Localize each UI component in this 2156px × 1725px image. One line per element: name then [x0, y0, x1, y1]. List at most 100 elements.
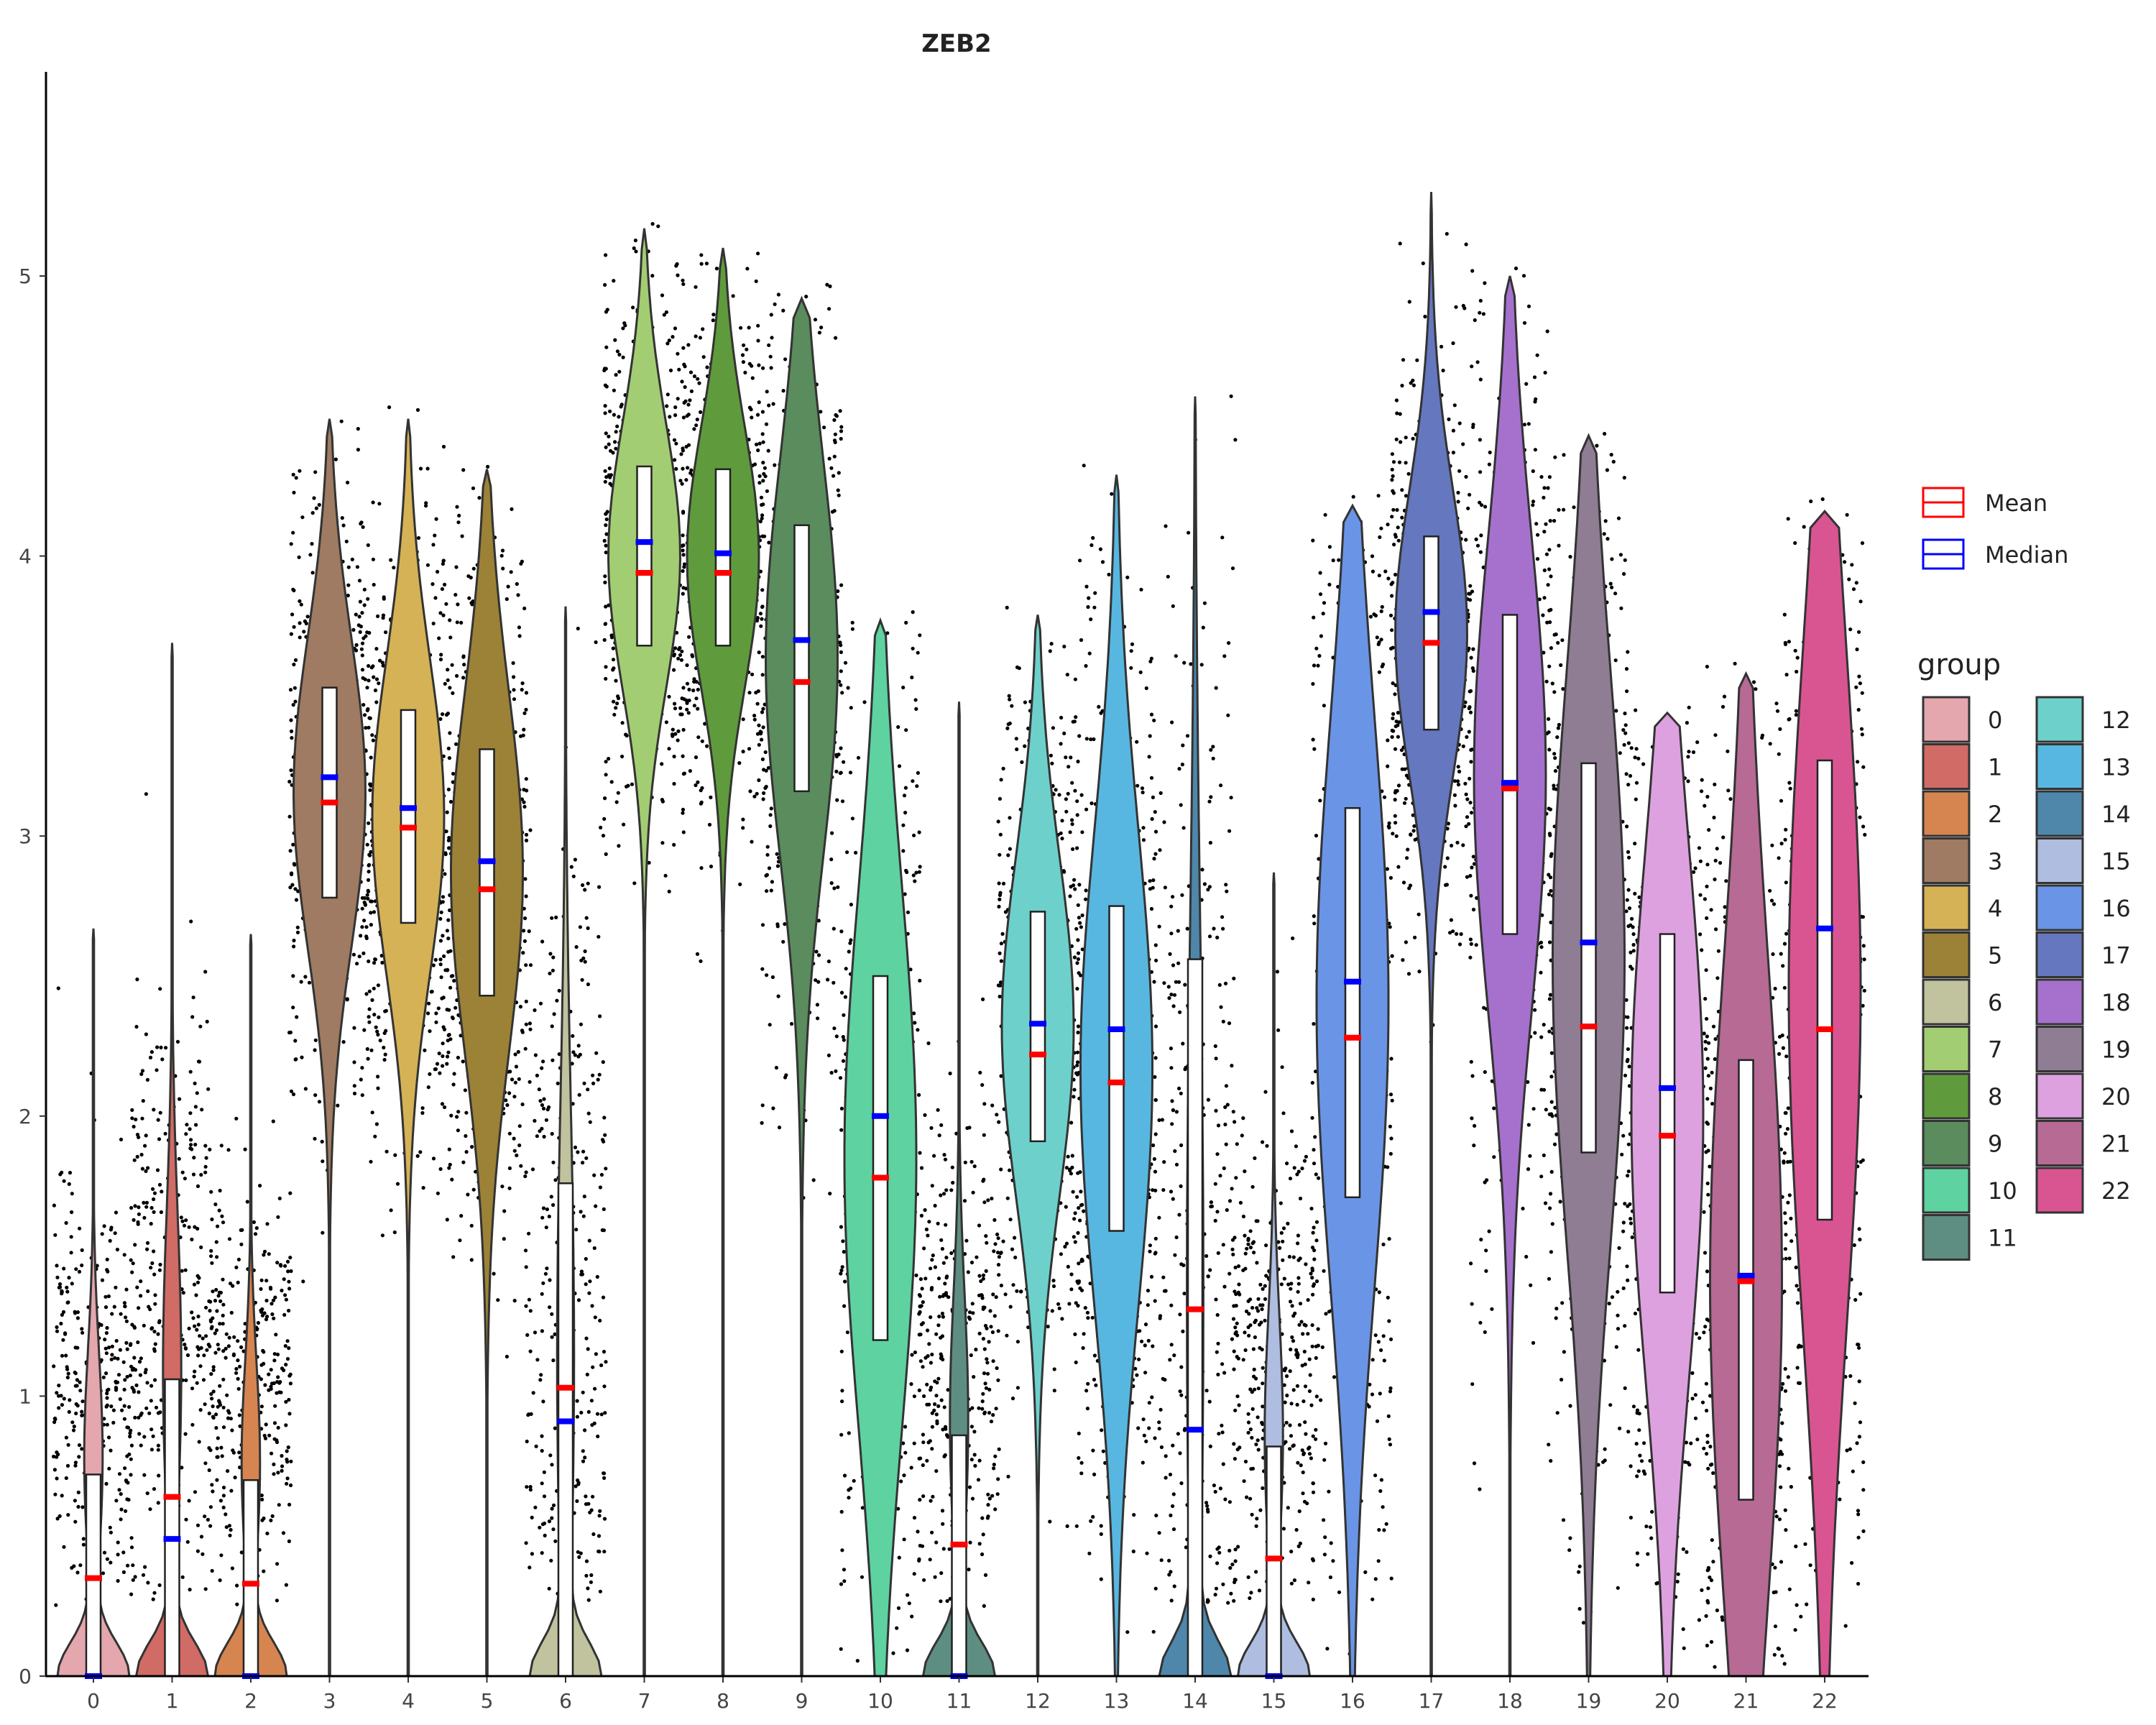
point	[264, 1298, 269, 1303]
point	[685, 701, 689, 705]
point	[542, 1470, 546, 1474]
point	[589, 1573, 594, 1578]
point	[312, 496, 316, 500]
point	[825, 282, 829, 287]
point	[983, 1381, 987, 1386]
point	[524, 1265, 528, 1269]
point	[132, 1218, 136, 1222]
point	[528, 1027, 533, 1031]
point	[282, 1368, 286, 1373]
point	[520, 688, 524, 692]
point	[660, 293, 665, 298]
point	[203, 1144, 208, 1148]
point	[763, 466, 767, 470]
point	[376, 614, 380, 619]
point	[346, 593, 350, 598]
point	[839, 1582, 844, 1586]
point	[450, 1177, 454, 1182]
point	[550, 1312, 554, 1316]
point	[709, 864, 714, 869]
point	[54, 1603, 58, 1607]
point	[749, 408, 753, 412]
point	[238, 1364, 242, 1368]
point	[993, 1454, 998, 1458]
point	[289, 542, 293, 546]
point	[195, 1345, 200, 1349]
point	[842, 1250, 846, 1254]
point	[604, 676, 608, 681]
point	[272, 1352, 277, 1356]
point	[221, 1405, 226, 1409]
point	[848, 941, 852, 945]
point	[199, 1245, 203, 1249]
point	[508, 1070, 512, 1074]
point	[755, 616, 760, 620]
point	[287, 1412, 292, 1416]
point	[760, 516, 764, 520]
point	[913, 1021, 917, 1025]
point	[569, 865, 573, 869]
point	[984, 1386, 988, 1390]
point	[540, 1066, 544, 1070]
point	[842, 1473, 847, 1478]
point	[293, 658, 298, 663]
point	[910, 1353, 914, 1357]
point	[300, 1055, 304, 1059]
point	[766, 448, 770, 453]
point	[763, 750, 768, 755]
point	[694, 423, 699, 428]
point	[208, 1505, 213, 1509]
point	[420, 1110, 425, 1116]
point	[470, 1145, 474, 1149]
point	[540, 1329, 545, 1333]
point	[599, 1363, 604, 1368]
point	[982, 1200, 987, 1205]
point	[135, 1285, 139, 1289]
point	[999, 942, 1003, 946]
point	[604, 445, 608, 449]
point	[992, 1218, 997, 1222]
point	[467, 596, 471, 600]
point	[584, 1282, 588, 1287]
point	[500, 548, 505, 553]
point	[103, 1294, 108, 1299]
point	[604, 604, 608, 609]
point	[694, 680, 699, 684]
point	[579, 1410, 584, 1414]
point	[144, 1205, 149, 1209]
point	[903, 786, 908, 790]
point	[193, 1225, 197, 1229]
point	[921, 1365, 925, 1369]
point	[540, 939, 545, 944]
point	[985, 1361, 990, 1365]
point	[552, 1012, 556, 1016]
point	[122, 1417, 126, 1421]
point	[528, 1565, 532, 1570]
point	[842, 1304, 847, 1308]
point	[133, 1575, 137, 1579]
point	[620, 721, 625, 725]
point	[583, 949, 587, 954]
point	[553, 1332, 557, 1336]
point	[149, 1266, 153, 1270]
point	[52, 1364, 56, 1368]
point	[275, 1598, 279, 1603]
point	[77, 1269, 82, 1274]
point	[434, 1020, 438, 1024]
point	[903, 811, 908, 815]
point	[691, 654, 695, 658]
point	[443, 872, 447, 876]
point	[446, 787, 451, 791]
point	[918, 865, 922, 869]
point	[676, 656, 681, 661]
point	[971, 1311, 975, 1315]
point	[125, 1425, 129, 1430]
point	[152, 1108, 156, 1112]
point	[75, 1570, 80, 1575]
point	[260, 1307, 264, 1312]
point	[221, 1425, 226, 1430]
point	[551, 1202, 556, 1208]
point	[969, 1159, 974, 1164]
point	[927, 1220, 931, 1224]
point	[524, 1022, 528, 1026]
